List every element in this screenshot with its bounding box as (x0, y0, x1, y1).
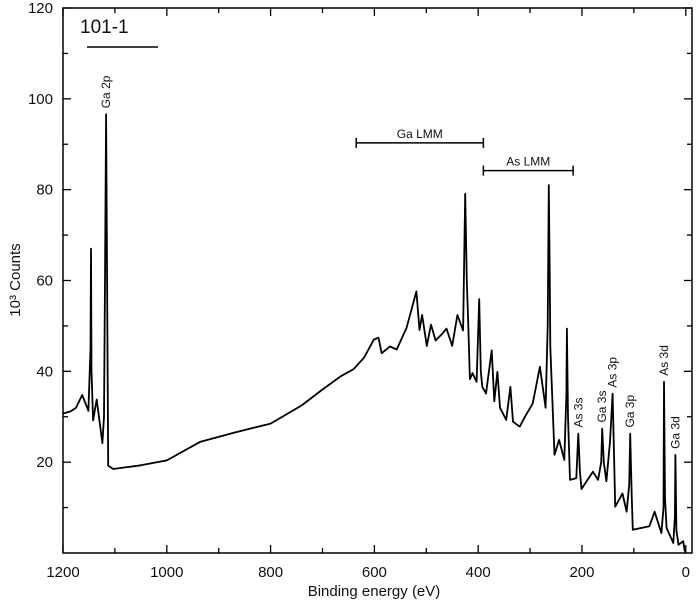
x-tick-label: 600 (362, 564, 387, 581)
range-label: Ga LMM (397, 127, 443, 141)
peak-label: As 3p (606, 357, 620, 388)
x-tick-label: 1200 (46, 564, 79, 581)
x-tick-label: 1000 (150, 564, 183, 581)
peak-label: Ga 3p (623, 395, 637, 428)
x-axis-label: Binding energy (eV) (308, 583, 441, 600)
spectrum-line (62, 113, 687, 553)
range-label: As LMM (506, 155, 550, 169)
y-tick-label: 40 (36, 363, 53, 380)
y-axis-label: 10³ Counts (7, 243, 24, 316)
plot-frame (62, 7, 693, 554)
y-tick-label: 20 (36, 454, 53, 471)
x-tick-label: 400 (466, 564, 491, 581)
peak-label: As 3s (571, 398, 585, 428)
peak-label: Ga 3d (668, 416, 682, 449)
x-tick-label: 0 (682, 564, 690, 581)
peak-label: Ga 2p (99, 75, 113, 108)
y-tick-label: 120 (28, 0, 53, 17)
sample-label: 101-1 (80, 17, 129, 38)
x-tick-label: 800 (258, 564, 283, 581)
x-tick-label: 200 (569, 564, 594, 581)
peak-label: Ga 3s (595, 391, 609, 423)
y-tick-label: 60 (36, 273, 53, 290)
y-tick-label: 80 (36, 182, 53, 199)
y-tick-label: 100 (28, 91, 53, 108)
peak-label: As 3d (657, 345, 671, 376)
range-bracket: As LMM (482, 155, 574, 176)
range-bracket: Ga LMM (355, 127, 485, 148)
